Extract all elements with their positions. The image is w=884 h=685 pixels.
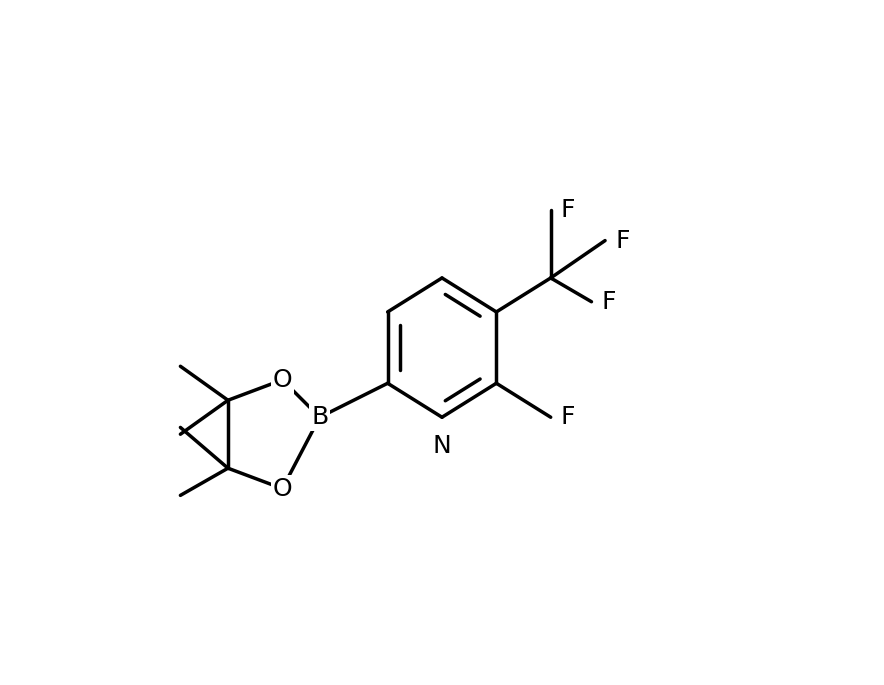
Text: N: N	[432, 434, 452, 458]
Text: O: O	[272, 477, 292, 501]
Text: F: F	[602, 290, 616, 314]
Text: F: F	[561, 198, 575, 222]
Text: F: F	[561, 406, 575, 429]
Text: O: O	[272, 368, 292, 392]
Text: B: B	[311, 406, 328, 429]
Text: F: F	[615, 229, 629, 253]
